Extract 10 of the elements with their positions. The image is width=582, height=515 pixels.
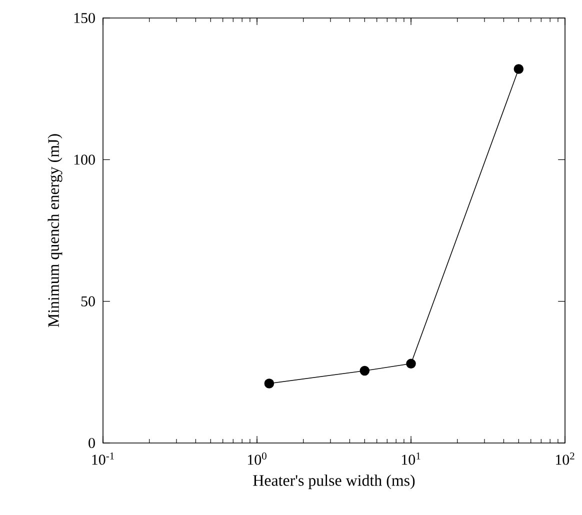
y-tick-label: 150: [74, 12, 95, 24]
y-tick-label: 50: [81, 296, 95, 306]
x-tick-label: 10$^{-1}$: [92, 452, 114, 465]
y-axis-title: Minimum quench energy (mJ): [48, 134, 62, 328]
y-tick-label: 0: [88, 438, 95, 448]
y-tick-label: 100: [74, 154, 95, 165]
x-tick-label: 10$^{0}$: [248, 452, 266, 465]
x-tick-label: 10$^{1}$: [402, 452, 420, 465]
x-tick-label: 10$^{2}$: [556, 452, 574, 465]
x-axis-title: Heater's pulse width (ms): [253, 474, 415, 490]
